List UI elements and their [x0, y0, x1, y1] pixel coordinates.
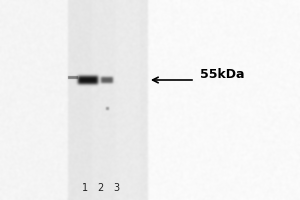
Text: 3: 3: [113, 183, 119, 193]
Text: 1: 1: [82, 183, 88, 193]
Text: 55kDa: 55kDa: [200, 68, 244, 80]
Text: 2: 2: [97, 183, 103, 193]
